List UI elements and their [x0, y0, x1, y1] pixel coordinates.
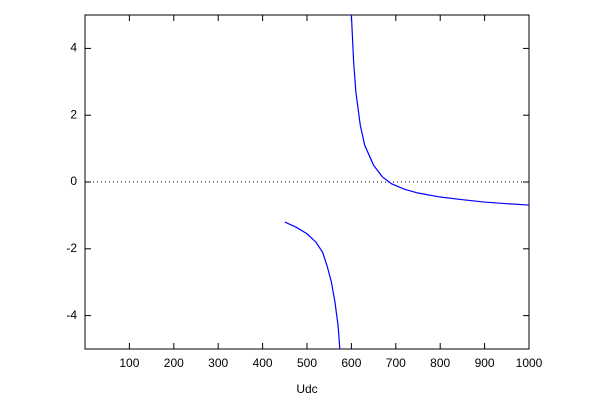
x-tick-label: 300	[208, 356, 228, 370]
curve	[350, 14, 530, 206]
x-tick-label: 1000	[516, 356, 543, 370]
y-tick-label: -4	[66, 308, 77, 322]
x-tick-label: 100	[119, 356, 139, 370]
x-tick-label: 900	[475, 356, 495, 370]
y-tick-label: 0	[70, 174, 77, 188]
x-tick-label: 800	[430, 356, 450, 370]
curve	[284, 221, 341, 350]
y-tick-label: 4	[70, 41, 77, 55]
x-tick-label: 200	[164, 356, 184, 370]
x-axis-label: Udc	[296, 382, 317, 396]
x-tick-label: 600	[341, 356, 361, 370]
y-tick-label: -2	[66, 241, 77, 255]
x-tick-label: 700	[386, 356, 406, 370]
y-tick-label: 2	[70, 107, 77, 121]
x-tick-label: 500	[297, 356, 317, 370]
x-tick-label: 400	[253, 356, 273, 370]
plot-border	[84, 14, 530, 350]
